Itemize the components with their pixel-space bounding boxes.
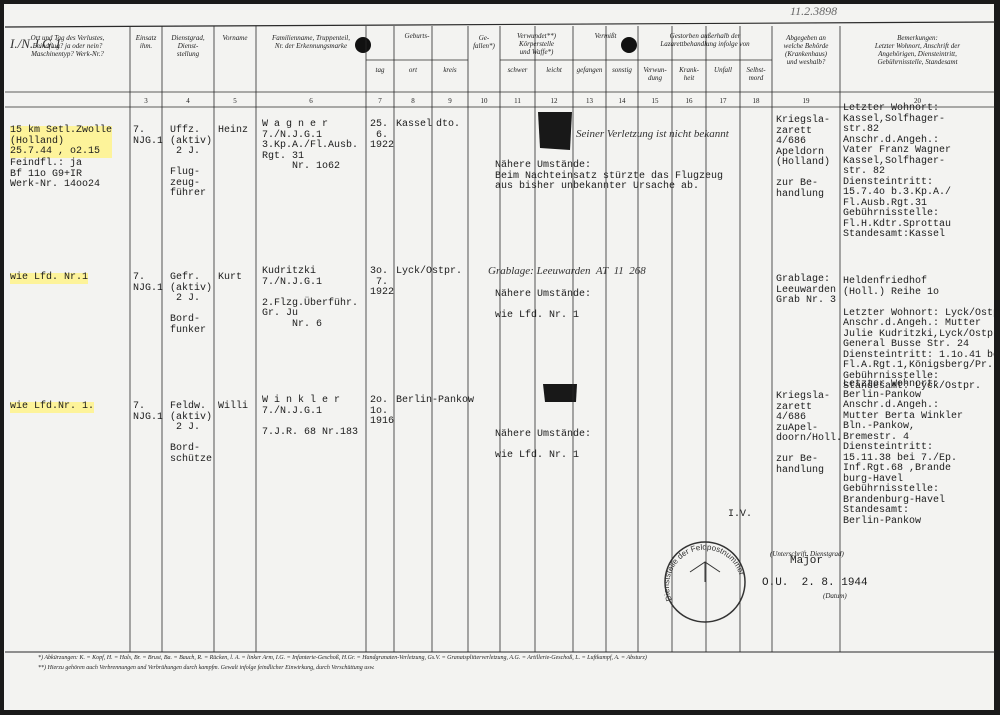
cell-unit: 7. NJG.1 (133, 272, 164, 294)
column-number: 12 (550, 97, 558, 105)
cell-loss-place: 15 km Setl.Zwolle (Holland) 25.7.44 , o2… (10, 125, 113, 158)
column-header: Vorname (222, 34, 248, 42)
column-number: 11 (514, 97, 521, 105)
cell-remarks: Letzter Wohnort: Kassel,Solfhager- str.8… (843, 103, 952, 240)
signature-proxy: I.V. (728, 509, 753, 520)
cell-first-name: Heinz (218, 125, 249, 136)
footnote: **) Hierzu gehören auch Verbrennungen un… (38, 665, 375, 671)
cell-birth-place: Kassel (396, 119, 433, 130)
cell-handwritten: Seiner Verletzung ist nicht bekannt (576, 128, 729, 140)
column-header: Einsatz ihm. (135, 34, 157, 50)
column-header: Abgegeben an welche Behörde (Krankenhaus… (783, 34, 829, 66)
date-caption: (Datum) (823, 592, 847, 600)
column-header: Familienname, Truppenteil, Nr. der Erken… (272, 34, 350, 50)
column-header: leicht (546, 66, 562, 74)
cell-first-name: Willi (218, 401, 249, 412)
stamp (664, 541, 746, 623)
punch-hole (621, 37, 637, 53)
column-number: 18 (752, 97, 760, 105)
column-header: Selbst- mord (746, 66, 766, 82)
column-number: 20 (914, 97, 921, 105)
cell-circumstances: Nähere Umstände: wie Lfd. Nr. 1 (495, 429, 592, 461)
column-header: Krank- heit (679, 66, 699, 82)
column-header: Bemerkungen: Letzter Wohnort, Anschrift … (874, 34, 961, 66)
column-header: ort (408, 66, 418, 74)
cell-circumstances: Nähere Umstände: Beim Nachteinsatz stürz… (495, 160, 724, 192)
cell-surname: W i n k l e r 7./N.J.G.1 7.J.R. 68 Nr.18… (262, 395, 359, 438)
column-header: kreis (443, 66, 457, 74)
cell-birth-date: 25. 6. 1922 (370, 119, 395, 151)
cell-birth-date: 3o. 7. 1922 (370, 266, 395, 298)
column-number: 9 (448, 97, 452, 105)
signature-caption: (Unterschrift, Dienstgrad) (770, 550, 844, 558)
column-header: Dienstgrad, Dienst- stellung (171, 34, 205, 58)
stamp-eagle (689, 561, 721, 582)
cell-loss-details: Feindfl.: ja Bf 11o G9+IR Werk-Nr. 14oo2… (10, 158, 101, 190)
cell-authority: Kriegsla- zarett 4/686 zuApel- doorn/Hol… (776, 391, 843, 476)
column-group-header: Gestorben außerhalb der Lazarettbehandlu… (660, 32, 750, 48)
column-group-header: Geburts- (404, 32, 430, 40)
cell-birth-place: Lyck/Ostpr. (396, 266, 463, 277)
punch-hole (355, 37, 371, 53)
footnote: *) Abkürzungen: K. = Kopf, H. = Hals, Br… (38, 655, 647, 661)
cell-circumstances: Nähere Umstände: wie Lfd. Nr. 1 (495, 289, 592, 321)
cell-rank: Gefr. (aktiv) 2 J. Bord- funker (170, 272, 213, 336)
stamp-text: Dienststelle der Feldpostnummer (662, 543, 746, 603)
column-number: 16 (685, 97, 693, 105)
column-header: schwer (507, 66, 528, 74)
column-header: tag (375, 66, 385, 74)
cell-surname: Kudritzki 7./N.J.G.1 2.Flzg.Überführ. Gr… (262, 266, 359, 330)
cell-remarks: Heldenfriedhof (Holl.) Reihe 1o Letzter … (843, 276, 1000, 392)
cell-birth-district: dto. (436, 119, 461, 130)
column-header: sonstig (612, 66, 632, 74)
cell-rank: Uffz. (aktiv) 2 J. Flug- zeug- führer (170, 125, 213, 199)
cell-loss-place: wie Lfd.Nr. 1. (10, 401, 95, 413)
redaction (543, 384, 577, 402)
column-number: 6 (309, 97, 313, 105)
cell-first-name: Kurt (218, 272, 243, 283)
column-header: gefangen (576, 66, 603, 74)
column-number: 14 (618, 97, 626, 105)
column-number: 10 (480, 97, 488, 105)
signature-date: O.U. 2. 8. 1944 (762, 577, 868, 589)
column-number: 15 (651, 97, 659, 105)
column-number: 19 (802, 97, 810, 105)
form-paper (4, 4, 994, 710)
cell-rank: Feldw. (aktiv) 2 J. Bord- schütze (170, 401, 213, 465)
column-number: 13 (586, 97, 593, 105)
cell-birth-date: 2o. 1o. 1916 (370, 395, 395, 427)
reference-number: 11.2.3898 (790, 4, 838, 18)
column-header: Unfall (714, 66, 732, 74)
cell-handwritten: Grablage: Leeuwarden AT 11 268 (488, 265, 646, 277)
cell-authority: Grablage: Leeuwarden Grab Nr. 3 (776, 274, 837, 306)
rule (4, 21, 996, 28)
column-number: 4 (186, 97, 190, 105)
column-header: Verwun- dung (643, 66, 667, 82)
column-group-header: Verwundet**) Körperstelle und Waffe*) (517, 32, 556, 56)
cell-authority: Kriegsla- zarett 4/686 Apeldorn (Holland… (776, 115, 831, 200)
column-header: Ort und Tag des Verlustes, Feindflug? ja… (30, 34, 105, 58)
cell-unit: 7. NJG.1 (133, 125, 164, 147)
cell-surname: W a g n e r 7./N.J.G.1 3.Kp.A./Fl.Ausb. … (262, 119, 359, 172)
column-number: 17 (719, 97, 727, 105)
column-number: 7 (378, 97, 382, 105)
column-group-header: Vermißt (594, 32, 617, 40)
cell-loss-place: wie Lfd. Nr.1 (10, 272, 89, 284)
unit-note: I./N.J.G.1 (10, 36, 62, 51)
column-header: Ge- fallen*) (473, 34, 495, 50)
column-number: 3 (144, 97, 148, 105)
stamp-text: Dienststelle der Feldpostnummer (662, 543, 746, 603)
column-number: 5 (233, 97, 237, 105)
column-number: 8 (411, 97, 415, 105)
cell-unit: 7. NJG.1 (133, 401, 164, 423)
redaction (538, 112, 572, 150)
cell-birth-place: Berlin-Pankow (396, 395, 475, 406)
cell-remarks: Letzter Wohnort: Berlin-Pankow Anschr.d.… (843, 379, 964, 527)
signature-rank: Major (790, 555, 824, 567)
